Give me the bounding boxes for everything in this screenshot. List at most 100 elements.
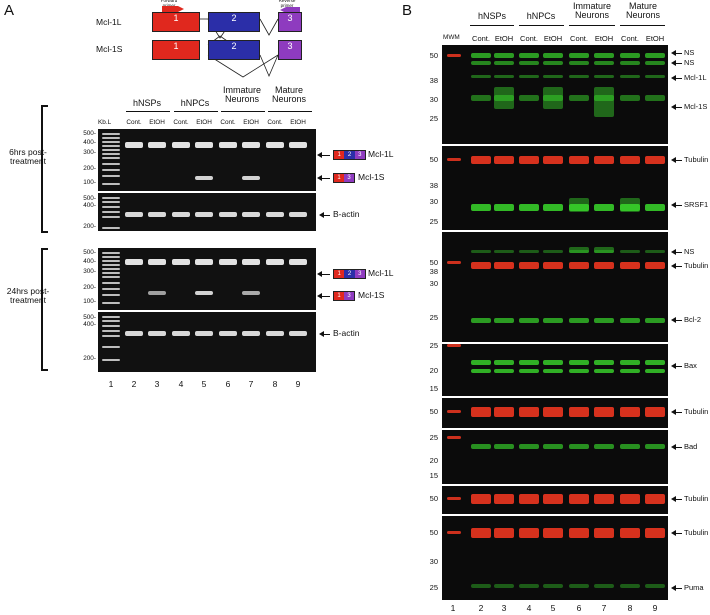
marker-band (447, 158, 461, 161)
mw-tick: 20 (429, 456, 438, 465)
mw-tick: 50 (429, 528, 438, 537)
gel-band (102, 282, 120, 284)
blot-band (594, 407, 614, 417)
gel-band (102, 260, 120, 262)
band-label: Tubulin (684, 155, 709, 164)
blot-band (494, 528, 514, 538)
mw-tick: 25 (429, 114, 438, 123)
blot-band (594, 369, 614, 373)
mini-exon: 3 (354, 151, 365, 159)
arrow-head-icon (671, 530, 676, 536)
gel-tick: 500- (83, 195, 96, 202)
exon-3-long: 3 (278, 12, 302, 32)
mini-exon: 3 (344, 174, 354, 182)
blot-band (543, 494, 563, 504)
band-label: NS (684, 58, 695, 67)
blot-band (494, 75, 514, 78)
arrow-head-icon (671, 75, 676, 81)
lane-number: 5 (550, 603, 556, 613)
blot-band (519, 369, 539, 373)
lane-number: 4 (178, 379, 184, 389)
blot-band (620, 318, 640, 323)
exon-1-long: 1 (152, 12, 200, 32)
marker-band (447, 410, 461, 413)
mw-tick: 38 (429, 267, 438, 276)
gel-band (148, 142, 166, 148)
arrow-head-icon (671, 317, 676, 323)
blot-band (471, 444, 491, 449)
blot-strip (442, 232, 668, 342)
blot-band (494, 250, 514, 253)
gel-band (195, 331, 213, 336)
blot-band (471, 369, 491, 373)
blot-band (543, 53, 563, 58)
exon-2-long: 2 (208, 12, 260, 32)
lane-number: 6 (225, 379, 231, 389)
blot-band (645, 95, 665, 101)
gel-band (148, 331, 166, 336)
blot-band (594, 444, 614, 449)
lane-number: 9 (295, 379, 301, 389)
blot-band (494, 494, 514, 504)
band-label: Bcl-2 (684, 315, 702, 324)
arrow-head-icon (317, 152, 322, 158)
gel-band (102, 294, 120, 296)
blot-band (519, 95, 539, 101)
mw-tick: 30 (429, 279, 438, 288)
gel-band (148, 291, 166, 295)
gel-band (102, 320, 120, 322)
blot-band (519, 407, 539, 417)
gel-band (102, 227, 120, 229)
arrow-head-icon (319, 212, 324, 218)
blot-band (645, 494, 665, 504)
blot-band (645, 250, 665, 253)
blot-band (569, 528, 589, 538)
blot-band (519, 494, 539, 504)
blot-band (543, 61, 563, 65)
blot-band (471, 318, 491, 323)
gel-band (102, 141, 120, 143)
condition-label: EtOH (149, 119, 165, 126)
mw-tick: 20 (429, 366, 438, 375)
lane-number: 1 (450, 603, 456, 613)
band-label: Bad (684, 442, 698, 451)
blot-band (620, 444, 640, 449)
blot-band (494, 444, 514, 449)
blot-band (494, 584, 514, 588)
blot-band-strong (594, 87, 614, 117)
marker-band (447, 497, 461, 500)
gel-band (242, 291, 260, 295)
blot-band (620, 528, 640, 538)
blot-band (519, 156, 539, 164)
gel-band (102, 133, 120, 135)
condition-label: Cont. (570, 34, 588, 43)
b-actin-label: B-actin (333, 328, 360, 338)
gel-tick: 200- (83, 355, 96, 362)
arrow-head-icon (671, 363, 676, 369)
blot-band (543, 262, 563, 269)
mini-exon: 1 (334, 270, 345, 278)
gel-band (102, 302, 120, 304)
gel-tick: 200- (83, 165, 96, 172)
blot-band (620, 61, 640, 65)
condition-label: Cont. (220, 119, 236, 126)
gel-band (242, 259, 260, 265)
blot-band (569, 360, 589, 365)
arrow-line (320, 155, 330, 156)
lane-number: 2 (478, 603, 484, 613)
blot-band (519, 444, 539, 449)
mw-tick: 38 (429, 76, 438, 85)
blot-band (494, 369, 514, 373)
gel-band (125, 212, 143, 217)
band-label: Puma (684, 583, 704, 592)
blot-band (519, 360, 539, 365)
blot-band (645, 318, 665, 323)
arrow-head-icon (671, 50, 676, 56)
mw-tick: 30 (429, 197, 438, 206)
blot-band (645, 528, 665, 538)
gel-band (195, 212, 213, 217)
blot-band (569, 262, 589, 269)
blot-band (569, 250, 589, 253)
blot-band (543, 204, 563, 211)
band-label: NS (684, 247, 695, 256)
